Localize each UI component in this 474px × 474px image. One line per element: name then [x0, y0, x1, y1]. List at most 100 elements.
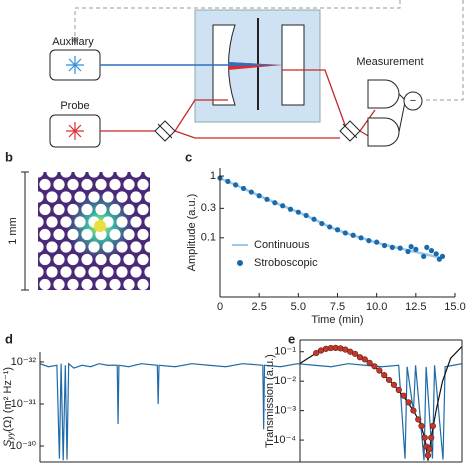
data-point: [374, 239, 380, 245]
hole: [38, 191, 44, 203]
hole: [151, 229, 162, 240]
hole: [32, 291, 43, 302]
aux-star: [66, 56, 84, 74]
data-point: [342, 230, 348, 236]
legend-label: Continuous: [254, 239, 310, 251]
x-tick-label: 12.5: [405, 301, 426, 313]
hole: [165, 179, 176, 190]
data-point: [295, 209, 301, 215]
hole: [158, 216, 169, 227]
hole: [25, 279, 36, 290]
detector: [367, 79, 400, 109]
hole: [74, 241, 86, 253]
hole: [102, 241, 114, 253]
x-axis-title: Time (min): [311, 314, 363, 326]
hole: [137, 253, 149, 266]
hole: [67, 278, 79, 290]
y-tick-label: 0.3: [201, 202, 216, 214]
y-axis-title: Syy(Ω) (m² Hz⁻¹): [2, 367, 15, 447]
hole: [88, 172, 100, 178]
hole: [116, 216, 128, 228]
hole: [25, 254, 36, 265]
x-tick-label: 0: [217, 301, 223, 313]
label: Probe: [60, 100, 89, 112]
y-tick-label: 10⁻²: [274, 375, 296, 387]
data-point: [405, 248, 411, 255]
hole: [18, 241, 29, 252]
hole: [60, 216, 72, 228]
hole: [81, 278, 93, 290]
x-tick-label: 10.0: [366, 301, 387, 313]
hole: [123, 178, 135, 191]
data-point: [395, 386, 402, 394]
hole: [102, 291, 113, 302]
hole: [67, 253, 79, 266]
hole: [123, 253, 135, 266]
mirror: [281, 24, 305, 106]
panel-label: d: [5, 331, 13, 346]
data-line: [300, 346, 462, 461]
hole: [102, 191, 114, 203]
data-point: [390, 381, 398, 388]
data-point: [439, 253, 446, 259]
data-point: [233, 182, 239, 188]
y-tick-label: 10⁻⁴: [273, 434, 296, 446]
hole: [102, 172, 114, 178]
label: Auxiliary: [52, 36, 94, 48]
hole: [18, 191, 29, 202]
data-point: [366, 238, 372, 244]
hole: [165, 279, 176, 290]
hole: [158, 191, 169, 202]
beam-splitter: [342, 123, 358, 139]
probe-path: [100, 69, 376, 141]
data-point: [426, 445, 433, 453]
hole: [81, 228, 93, 241]
hole: [53, 253, 65, 266]
data-point: [424, 244, 430, 250]
x-tick-label: 7.5: [330, 301, 345, 313]
hole: [165, 204, 176, 215]
hole: [53, 154, 64, 165]
data-point: [248, 189, 254, 195]
data-point: [381, 242, 388, 249]
hole: [74, 191, 86, 203]
hole: [95, 154, 106, 165]
data-point: [327, 224, 333, 230]
data-point: [371, 363, 378, 370]
hole: [144, 172, 150, 178]
hole: [81, 178, 93, 191]
hole: [95, 203, 107, 216]
hole: [46, 241, 58, 253]
hole: [109, 154, 120, 165]
hole: [109, 228, 121, 241]
hole: [116, 291, 127, 302]
hole: [165, 154, 176, 165]
hole: [95, 178, 107, 191]
data-point: [400, 392, 407, 399]
data-point: [361, 356, 368, 363]
data-point: [405, 399, 412, 406]
data-point: [397, 245, 403, 251]
x-tick-label: 2.5: [252, 301, 267, 313]
hole: [88, 291, 99, 302]
phononic-crystal: [18, 154, 176, 302]
panel-label: e: [288, 331, 295, 346]
defect-core: [94, 220, 106, 232]
data-point: [418, 422, 425, 430]
hole: [39, 154, 50, 165]
hole: [109, 278, 121, 290]
panel-label: c: [185, 149, 192, 164]
hole: [39, 203, 51, 216]
hole: [165, 229, 176, 240]
hole: [109, 253, 121, 266]
legend-swatch: [237, 260, 243, 266]
hole: [67, 228, 79, 241]
y-tick-label: 10⁻³⁰: [10, 440, 37, 452]
data-point: [421, 253, 427, 259]
hole: [60, 241, 72, 253]
hole: [53, 178, 65, 191]
hole: [67, 203, 79, 216]
hole: [137, 203, 149, 216]
hole: [130, 266, 142, 278]
hole: [18, 266, 29, 277]
